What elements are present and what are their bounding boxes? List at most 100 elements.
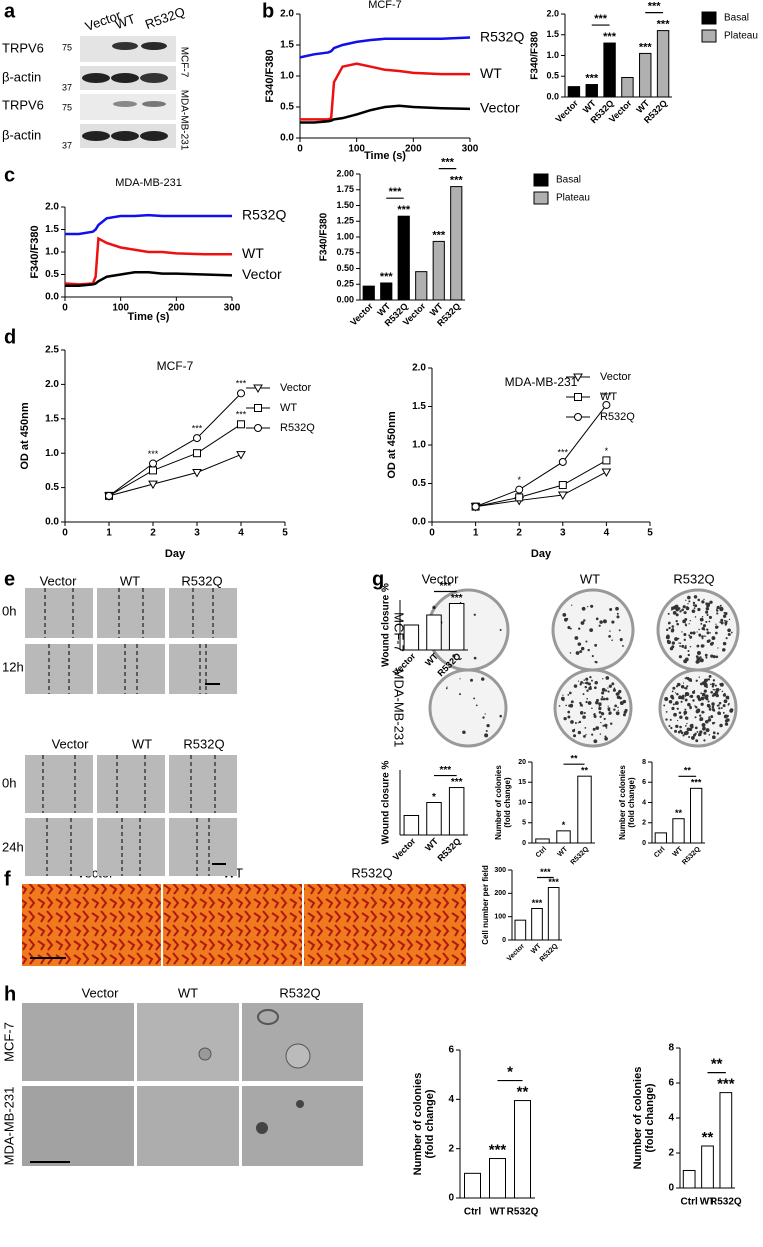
bar xyxy=(682,1170,696,1189)
marker xyxy=(253,384,263,394)
colony-dot xyxy=(715,625,719,629)
colony-dot xyxy=(579,701,582,705)
colony-dot xyxy=(665,710,668,713)
colony-dot xyxy=(600,712,604,715)
marker xyxy=(558,481,567,490)
y-tick-label: 20 xyxy=(518,759,526,766)
colony-dot xyxy=(574,721,577,724)
colony-dot xyxy=(617,709,619,711)
significance: * xyxy=(432,605,436,616)
colony-dot xyxy=(567,710,571,714)
mw-marker: 37 xyxy=(62,82,72,92)
colony-dot xyxy=(716,608,718,610)
bar xyxy=(362,285,375,301)
colony-dot xyxy=(679,725,682,729)
colony-dot xyxy=(701,692,706,697)
colony-dot xyxy=(616,695,621,700)
y-tick-label: 1.0 xyxy=(412,440,426,451)
colony-dot xyxy=(616,615,620,619)
colony-dot xyxy=(687,649,690,652)
mw-marker: 75 xyxy=(62,102,72,112)
colony-dot xyxy=(701,635,704,638)
colony-dot xyxy=(679,642,682,644)
colony-dot xyxy=(694,705,696,707)
micrograph xyxy=(169,588,237,638)
colony-dot xyxy=(724,619,726,622)
colony-dot xyxy=(676,707,679,710)
colony-dot xyxy=(705,686,707,688)
colony-dot xyxy=(567,715,571,719)
x-tick-label: 300 xyxy=(224,303,241,314)
x-axis-label: Time (s) xyxy=(364,150,406,162)
marker xyxy=(254,424,262,432)
colony-dot xyxy=(705,656,708,659)
marker xyxy=(237,389,245,398)
colony-dot xyxy=(607,708,611,712)
bar xyxy=(403,624,420,651)
colony-dot xyxy=(584,726,587,729)
y-tick-label: 2.0 xyxy=(412,363,426,374)
y-axis-label: F340/F380 xyxy=(319,212,330,261)
x-tick-label: R532Q xyxy=(710,1197,742,1208)
colony-dot xyxy=(569,703,574,708)
colony xyxy=(296,1100,304,1108)
x-tick-label: 2 xyxy=(516,528,522,539)
colony-dot xyxy=(610,722,613,725)
y-tick-label: 1.0 xyxy=(45,448,59,459)
colony-dot xyxy=(685,716,689,720)
colony-dot xyxy=(722,648,726,652)
series-line xyxy=(108,454,242,497)
panel-label: a xyxy=(4,0,16,22)
colony-dot xyxy=(573,684,578,688)
colony-dot xyxy=(713,688,716,691)
y-tick-label: 15 xyxy=(518,779,526,786)
colony-dot xyxy=(715,623,717,625)
colony-dot xyxy=(598,711,602,714)
colony-dot xyxy=(607,690,610,693)
colony-dot xyxy=(675,685,679,688)
cell-line-label: MCF-7 xyxy=(178,47,189,78)
significance: *** xyxy=(717,1076,735,1093)
bracket-label: *** xyxy=(389,186,403,198)
colony-dot xyxy=(720,621,724,625)
soft-agar-images: Vector WT R532Q MCF-7 MDA-MB-231 xyxy=(1,985,363,1166)
colony-dot xyxy=(717,606,720,608)
series-line xyxy=(300,62,470,121)
micrograph xyxy=(25,818,93,876)
significance: ** xyxy=(675,808,683,818)
colony-dot xyxy=(699,714,702,717)
protein-label: β-actin xyxy=(2,69,41,84)
colony-dot xyxy=(705,635,707,637)
colony-dot xyxy=(692,601,696,605)
significance: *** xyxy=(432,229,446,241)
colony-dot xyxy=(685,698,688,701)
colony-dot xyxy=(613,708,616,711)
significance: *** xyxy=(236,410,247,420)
colony-dot xyxy=(682,682,685,684)
y-tick-label: 0.25 xyxy=(336,279,354,289)
colony-dot xyxy=(686,676,690,681)
colony-dot xyxy=(692,699,695,702)
band xyxy=(82,131,110,141)
colony-dot xyxy=(682,605,686,609)
bar xyxy=(403,815,420,836)
colony-dot xyxy=(672,610,677,615)
colony-dot xyxy=(704,653,708,657)
column-label: WT xyxy=(178,985,198,1000)
x-tick-label: R532Q xyxy=(436,836,463,863)
colony-dot xyxy=(705,728,710,733)
colony-dot xyxy=(701,710,705,714)
colony-dot xyxy=(707,700,710,703)
colony-dot xyxy=(685,692,690,697)
colony-dot xyxy=(725,637,728,640)
colony-dot xyxy=(582,693,585,696)
colony-dot xyxy=(675,620,678,623)
colony-dot xyxy=(473,656,477,660)
colony-dot xyxy=(590,604,594,608)
y-tick-label: 4 xyxy=(448,1094,454,1105)
colony-dot xyxy=(700,696,705,701)
x-tick-label: 3 xyxy=(560,528,566,539)
y-tick-label: 2 xyxy=(668,1148,674,1159)
y-tick-label: 0 xyxy=(522,840,526,847)
y-tick-label: 1.5 xyxy=(45,413,59,424)
